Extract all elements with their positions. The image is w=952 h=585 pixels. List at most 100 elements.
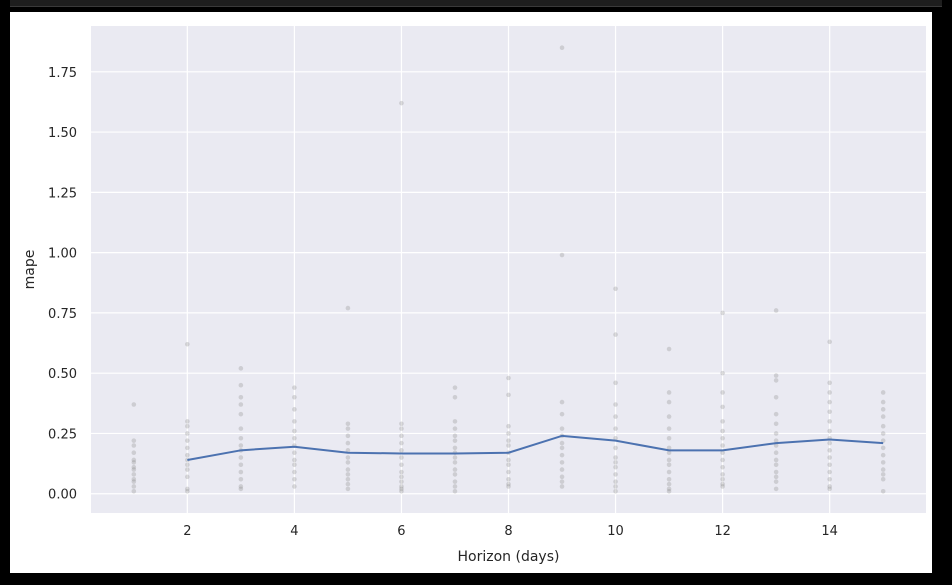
- data-point: [506, 457, 511, 463]
- data-point: [666, 469, 672, 475]
- data-point: [185, 341, 190, 347]
- data-point: [131, 443, 137, 448]
- data-point: [131, 438, 137, 443]
- data-point: [559, 426, 565, 431]
- data-point: [559, 467, 565, 472]
- data-point: [666, 457, 672, 463]
- data-point: [720, 404, 725, 410]
- y-tick-label: 0.00: [48, 488, 77, 503]
- x-axis-label: Horizon (days): [458, 549, 560, 565]
- data-point: [185, 474, 190, 480]
- data-point: [613, 426, 618, 431]
- x-tick-label: 12: [714, 524, 731, 539]
- data-point: [559, 440, 565, 446]
- data-point: [773, 450, 779, 456]
- data-point: [292, 462, 297, 468]
- data-point: [559, 45, 565, 50]
- data-point: [292, 435, 297, 441]
- data-point: [452, 385, 458, 390]
- data-point: [613, 332, 618, 337]
- data-point: [773, 457, 779, 463]
- data-point: [720, 484, 725, 489]
- x-tick-labels: 2 4 6 8 10 12 14: [183, 524, 838, 539]
- data-point: [506, 443, 511, 448]
- data-point: [773, 469, 779, 475]
- data-point: [345, 305, 351, 311]
- data-point: [880, 407, 886, 412]
- data-point: [506, 476, 511, 482]
- data-point: [720, 310, 725, 316]
- data-point: [773, 378, 779, 383]
- data-point: [773, 308, 779, 313]
- data-point: [399, 421, 404, 427]
- data-point: [506, 431, 511, 436]
- data-point: [559, 474, 565, 480]
- data-point: [399, 426, 404, 431]
- data-point: [720, 428, 725, 434]
- data-point: [559, 252, 565, 258]
- data-point: [559, 411, 565, 417]
- data-point: [399, 448, 404, 453]
- data-point: [720, 419, 725, 424]
- y-tick-label: 1.00: [48, 247, 77, 262]
- data-point: [827, 448, 832, 453]
- data-point: [880, 445, 886, 451]
- data-point: [880, 489, 886, 494]
- data-point: [399, 489, 404, 494]
- data-point: [506, 469, 511, 475]
- data-point: [452, 438, 458, 443]
- data-point: [345, 486, 351, 492]
- data-point: [880, 476, 886, 482]
- data-point: [827, 380, 832, 386]
- x-tick-label: 2: [183, 524, 191, 539]
- data-point: [399, 440, 404, 446]
- y-tick-label: 1.50: [48, 126, 77, 141]
- data-point: [773, 373, 779, 378]
- data-point: [827, 476, 832, 482]
- data-point: [452, 426, 458, 431]
- data-point: [720, 370, 725, 376]
- data-point: [559, 445, 565, 451]
- data-point: [666, 399, 672, 405]
- data-point: [559, 460, 565, 465]
- data-point: [345, 426, 351, 431]
- data-point: [506, 481, 511, 487]
- data-point: [666, 435, 672, 441]
- data-point: [131, 402, 137, 407]
- data-point: [185, 438, 190, 443]
- data-point: [880, 390, 886, 395]
- x-tick-label: 10: [607, 524, 624, 539]
- data-point: [773, 479, 779, 484]
- data-point: [399, 462, 404, 468]
- data-point: [666, 462, 672, 468]
- mean-line: [187, 434, 884, 461]
- data-point: [399, 484, 404, 489]
- data-point: [827, 486, 832, 492]
- y-tick-labels: 0.00 0.25 0.50 0.75 1.00 1.25 1.50 1.75: [48, 66, 77, 503]
- data-point: [185, 423, 190, 429]
- data-point: [345, 433, 351, 439]
- data-point: [613, 286, 618, 292]
- data-point: [399, 479, 404, 484]
- data-point: [238, 426, 244, 431]
- data-point: [506, 438, 511, 443]
- data-point: [880, 423, 886, 429]
- data-point: [827, 462, 832, 468]
- data-point: [880, 414, 886, 419]
- data-point: [345, 467, 351, 472]
- data-point: [666, 390, 672, 395]
- data-point: [613, 479, 618, 484]
- data-point: [345, 448, 351, 453]
- x-tick-label: 14: [821, 524, 838, 539]
- data-point: [827, 409, 832, 415]
- data-point: [131, 484, 137, 489]
- data-point: [131, 467, 137, 472]
- data-point: [666, 450, 672, 456]
- y-tick-label: 1.75: [48, 66, 77, 81]
- x-tick-label: 4: [290, 524, 298, 539]
- data-point: [399, 474, 404, 480]
- data-point: [345, 481, 351, 487]
- data-point: [131, 479, 137, 484]
- data-point: [827, 440, 832, 446]
